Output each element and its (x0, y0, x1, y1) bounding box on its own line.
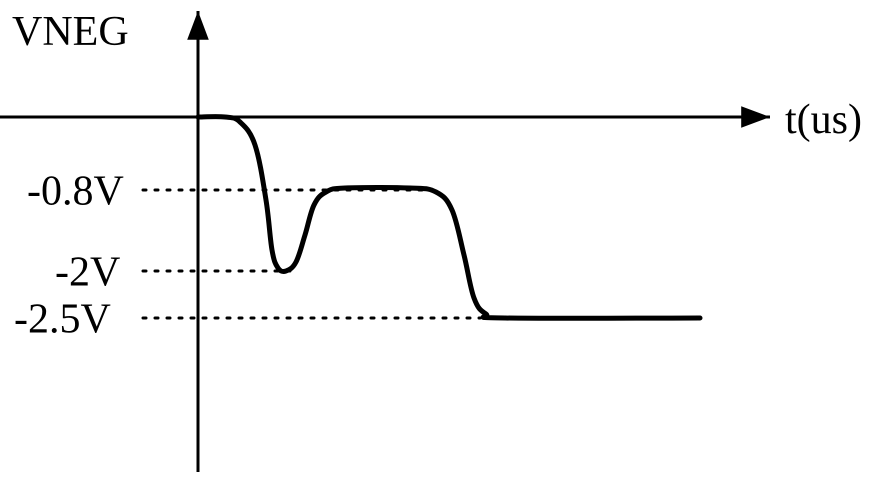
chart-svg: VNEG t(us) -0.8V -2V-2.5V (0, 0, 883, 501)
vneg-curve (198, 117, 700, 319)
y-tick-label: -2.5V (14, 297, 111, 343)
y-tick-labels: -0.8V -2V-2.5V (14, 169, 124, 343)
x-axis-arrowhead-icon (741, 106, 770, 128)
y-tick-label: -2V (55, 250, 120, 296)
vneg-waveform-chart: VNEG t(us) -0.8V -2V-2.5V (0, 0, 883, 501)
x-axis-title: t(us) (785, 97, 862, 143)
y-axis-title: VNEG (12, 9, 129, 55)
y-axis-arrowhead-icon (187, 11, 209, 40)
y-tick-label: -0.8V (27, 169, 124, 215)
